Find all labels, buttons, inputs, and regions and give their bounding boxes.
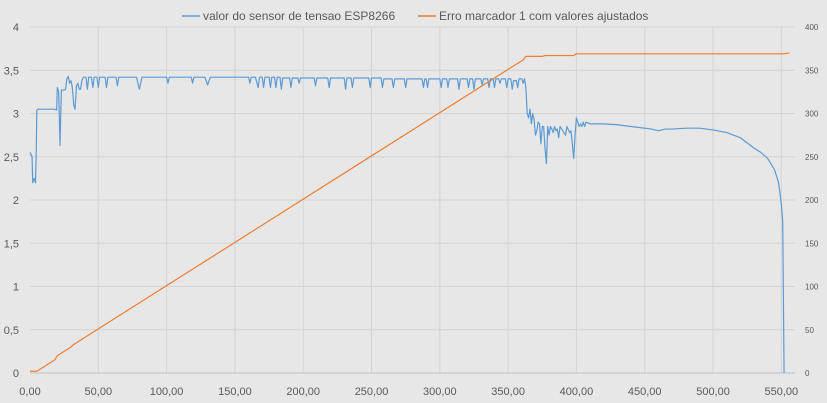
x-tick-label: 500,00 [696,386,730,398]
legend: valor do sensor de tensao ESP8266 Erro m… [182,9,648,23]
x-tick-label: 50,00 [85,386,113,398]
y-right-tick-label: 250 [805,153,819,162]
y-right-tick-label: 400 [805,23,819,32]
x-tick-label: 200,00 [286,386,320,398]
y-left-tick-label: 1 [13,282,19,294]
y-left-tick-label: 3 [13,109,19,121]
series-line-voltage [29,75,785,374]
legend-label-error: Erro marcador 1 com valores ajustados [439,9,648,23]
legend-label-voltage: valor do sensor de tensao ESP8266 [203,9,395,23]
x-tick-label: 0,00 [19,386,40,398]
series-line-error [30,52,790,372]
x-tick-label: 400,00 [560,386,594,398]
y-right-tick-label: 300 [805,110,819,119]
y-right-tick-label: 150 [805,239,819,248]
y-left-tick-label: 4 [13,22,19,34]
y-right-tick-label: 0 [805,369,810,378]
x-tick-label: 150,00 [218,386,252,398]
series-lines [29,52,790,374]
y-right-tick-label: 50 [805,326,814,335]
gridlines [30,26,795,373]
y-left-tick-label: 1,5 [4,238,19,250]
x-tick-label: 550,00 [765,386,799,398]
y-left-tick-label: 0,5 [4,325,19,337]
y-left-tick-label: 2,5 [4,152,19,164]
y-left-tick-label: 3,5 [4,65,19,77]
x-tick-label: 300,00 [423,386,457,398]
x-tick-label: 450,00 [628,386,662,398]
x-tick-label: 250,00 [355,386,389,398]
y-left-tick-label: 2 [13,195,19,207]
y-right-tick-label: 350 [805,66,819,75]
x-tick-label: 350,00 [491,386,525,398]
tick-labels: 0 0,5 1 1,5 2 2,5 3 3,5 4 0,00 50,00 100,00 150,00 20… [4,22,819,398]
y-right-tick-label: 100 [805,283,819,292]
y-right-tick-label: 200 [805,196,819,205]
x-tick-label: 100,00 [150,386,184,398]
y-left-tick-label: 0 [13,368,19,380]
